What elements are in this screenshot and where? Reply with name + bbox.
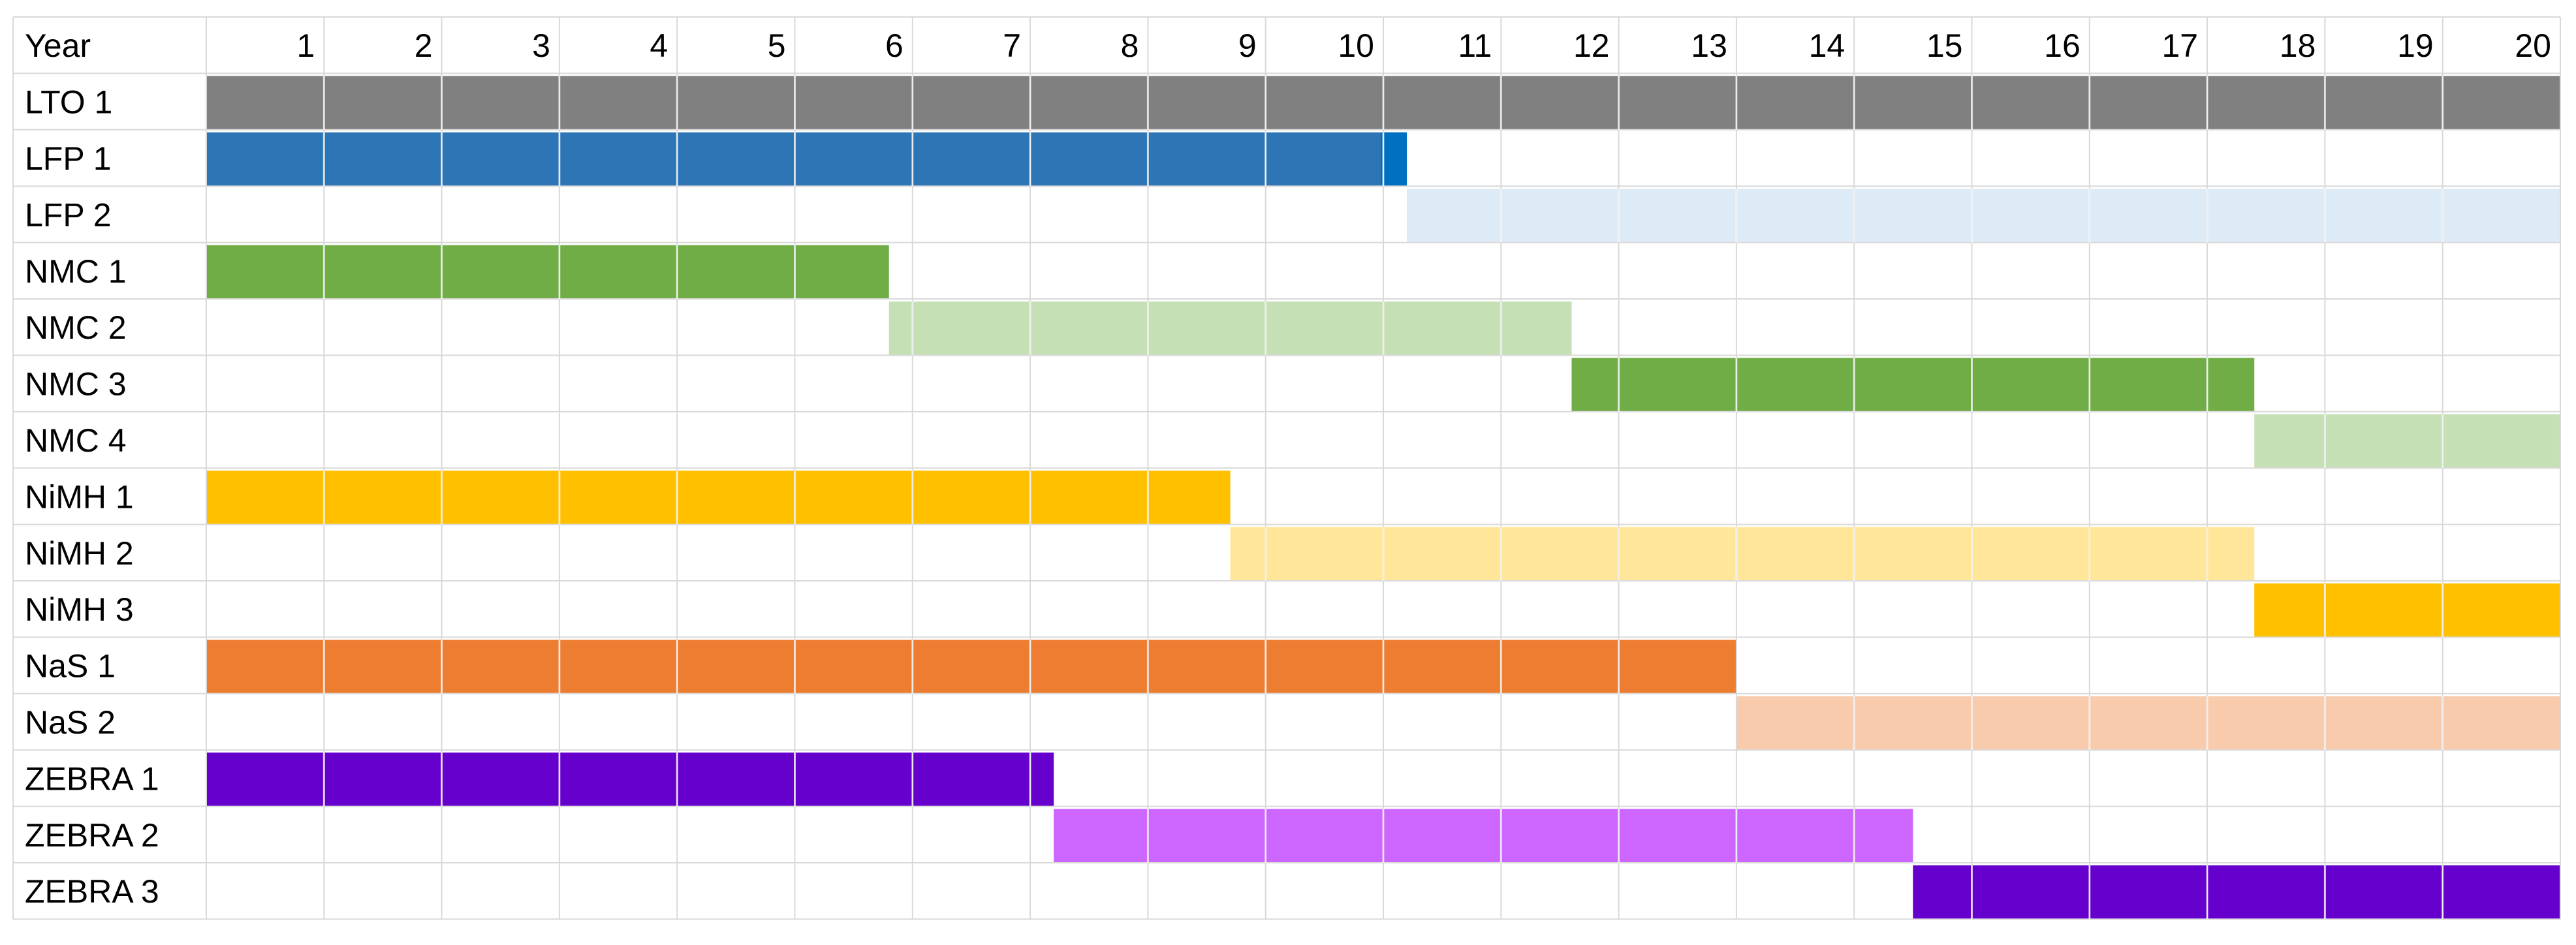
bar-zebra-2 xyxy=(1054,809,1913,863)
x-tick-label: 20 xyxy=(2515,27,2551,64)
x-tick-label: 16 xyxy=(2044,27,2081,64)
row-label: NaS 1 xyxy=(25,648,116,685)
bar-end-accent xyxy=(1381,132,1407,187)
row-label: LFP 2 xyxy=(25,196,112,233)
row-label: NiMH 2 xyxy=(25,535,134,572)
x-tick-label: 1 xyxy=(296,27,315,64)
bar-lfp-2 xyxy=(1407,189,2560,243)
x-tick-label: 5 xyxy=(768,27,786,64)
bar-nimh-2 xyxy=(1230,527,2255,581)
bar-nmc-3 xyxy=(1571,358,2255,412)
x-tick-label: 9 xyxy=(1238,27,1257,64)
x-tick-label: 14 xyxy=(1809,27,1846,64)
bars-layer xyxy=(206,76,2560,920)
row-label: NiMH 3 xyxy=(25,591,134,628)
bar-nas-1 xyxy=(206,640,1736,694)
x-tick-label: 8 xyxy=(1121,27,1139,64)
row-label: NaS 2 xyxy=(25,704,116,741)
row-label: LTO 1 xyxy=(25,84,112,121)
bar-nimh-3 xyxy=(2254,583,2560,638)
x-tick-label: 11 xyxy=(1458,27,1492,64)
bar-lfp-1 xyxy=(206,132,1407,187)
x-tick-label: 18 xyxy=(2280,27,2316,64)
x-tick-label: 19 xyxy=(2397,27,2434,64)
x-tick-label: 12 xyxy=(1573,27,1610,64)
x-tick-label: 2 xyxy=(415,27,433,64)
x-tick-label: 7 xyxy=(1003,27,1021,64)
row-label: ZEBRA 1 xyxy=(25,760,159,797)
row-label: NMC 4 xyxy=(25,422,127,459)
bar-nmc-1 xyxy=(206,245,889,299)
bar-zebra-1 xyxy=(206,752,1054,807)
row-label: LFP 1 xyxy=(25,140,112,177)
bar-nimh-1 xyxy=(206,471,1231,525)
row-label: NMC 3 xyxy=(25,366,127,403)
x-tick-label: 3 xyxy=(532,27,550,64)
x-tick-label: 13 xyxy=(1691,27,1727,64)
bar-nas-2 xyxy=(1736,696,2560,751)
x-tick-label: 15 xyxy=(1926,27,1963,64)
x-tick-label: 4 xyxy=(650,27,668,64)
x-tick-label: 10 xyxy=(1338,27,1374,64)
bar-nmc-2 xyxy=(888,302,1572,356)
grid-layer xyxy=(12,16,2561,920)
x-tick-label: 6 xyxy=(885,27,903,64)
bar-nmc-4 xyxy=(2254,414,2560,469)
row-label: NiMH 1 xyxy=(25,478,134,515)
bar-zebra-3 xyxy=(1913,865,2560,920)
row-label: ZEBRA 3 xyxy=(25,873,159,910)
row-label: NMC 1 xyxy=(25,253,127,290)
row-label: NMC 2 xyxy=(25,309,127,346)
x-tick-label: 17 xyxy=(2161,27,2198,64)
header-label: Year xyxy=(25,27,91,64)
row-label: ZEBRA 2 xyxy=(25,817,159,854)
